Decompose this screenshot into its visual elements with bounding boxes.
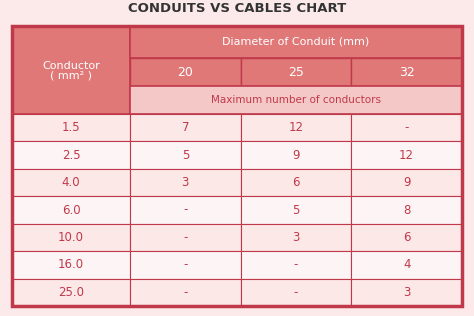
Bar bbox=[12, 279, 130, 306]
Bar bbox=[130, 251, 241, 279]
Text: 5: 5 bbox=[182, 149, 189, 162]
Bar bbox=[130, 224, 241, 251]
Text: CONDUITS VS CABLES CHART: CONDUITS VS CABLES CHART bbox=[128, 3, 346, 15]
Text: -: - bbox=[183, 204, 188, 216]
Text: -: - bbox=[183, 258, 188, 271]
Text: 6: 6 bbox=[292, 176, 300, 189]
Bar bbox=[12, 114, 130, 142]
Bar bbox=[12, 196, 130, 224]
Bar bbox=[351, 142, 462, 169]
Text: 6.0: 6.0 bbox=[62, 204, 80, 216]
Text: ( mm² ): ( mm² ) bbox=[50, 71, 92, 81]
Text: 2.5: 2.5 bbox=[62, 149, 80, 162]
Bar bbox=[130, 86, 462, 114]
Text: 9: 9 bbox=[292, 149, 300, 162]
Text: 5: 5 bbox=[292, 204, 300, 216]
Bar bbox=[130, 196, 241, 224]
Text: 7: 7 bbox=[182, 121, 189, 134]
Text: 10.0: 10.0 bbox=[58, 231, 84, 244]
Bar bbox=[351, 58, 462, 86]
Bar bbox=[130, 26, 462, 58]
Text: -: - bbox=[183, 231, 188, 244]
Bar bbox=[241, 169, 351, 196]
Bar bbox=[12, 26, 130, 114]
Bar bbox=[241, 224, 351, 251]
Bar bbox=[130, 114, 241, 142]
Text: 6: 6 bbox=[403, 231, 410, 244]
Bar bbox=[351, 169, 462, 196]
Bar bbox=[241, 114, 351, 142]
Bar bbox=[241, 251, 351, 279]
Text: -: - bbox=[294, 286, 298, 299]
Bar bbox=[241, 279, 351, 306]
Text: 32: 32 bbox=[399, 65, 415, 78]
Text: -: - bbox=[404, 121, 409, 134]
Text: 12: 12 bbox=[289, 121, 303, 134]
Bar bbox=[12, 169, 130, 196]
Text: Diameter of Conduit (mm): Diameter of Conduit (mm) bbox=[222, 37, 370, 47]
Bar bbox=[130, 169, 241, 196]
Text: -: - bbox=[294, 258, 298, 271]
Text: 12: 12 bbox=[399, 149, 414, 162]
Bar bbox=[351, 224, 462, 251]
Bar bbox=[351, 114, 462, 142]
Bar bbox=[12, 224, 130, 251]
Text: 25.0: 25.0 bbox=[58, 286, 84, 299]
Bar bbox=[130, 279, 241, 306]
Bar bbox=[12, 251, 130, 279]
Text: 8: 8 bbox=[403, 204, 410, 216]
Text: 16.0: 16.0 bbox=[58, 258, 84, 271]
Text: 9: 9 bbox=[403, 176, 410, 189]
Text: Conductor: Conductor bbox=[42, 61, 100, 71]
Bar bbox=[241, 196, 351, 224]
Bar bbox=[12, 142, 130, 169]
Bar bbox=[351, 251, 462, 279]
Bar bbox=[130, 58, 241, 86]
Text: Maximum number of conductors: Maximum number of conductors bbox=[211, 95, 381, 105]
Bar bbox=[12, 26, 462, 306]
Text: 4.0: 4.0 bbox=[62, 176, 80, 189]
Bar bbox=[241, 58, 351, 86]
Text: 3: 3 bbox=[292, 231, 300, 244]
Bar bbox=[351, 196, 462, 224]
Bar bbox=[351, 279, 462, 306]
Text: 20: 20 bbox=[177, 65, 193, 78]
Text: 4: 4 bbox=[403, 258, 410, 271]
Text: 3: 3 bbox=[403, 286, 410, 299]
Bar bbox=[130, 142, 241, 169]
Text: 1.5: 1.5 bbox=[62, 121, 80, 134]
Text: 25: 25 bbox=[288, 65, 304, 78]
Text: -: - bbox=[183, 286, 188, 299]
Text: 3: 3 bbox=[182, 176, 189, 189]
Bar bbox=[241, 142, 351, 169]
